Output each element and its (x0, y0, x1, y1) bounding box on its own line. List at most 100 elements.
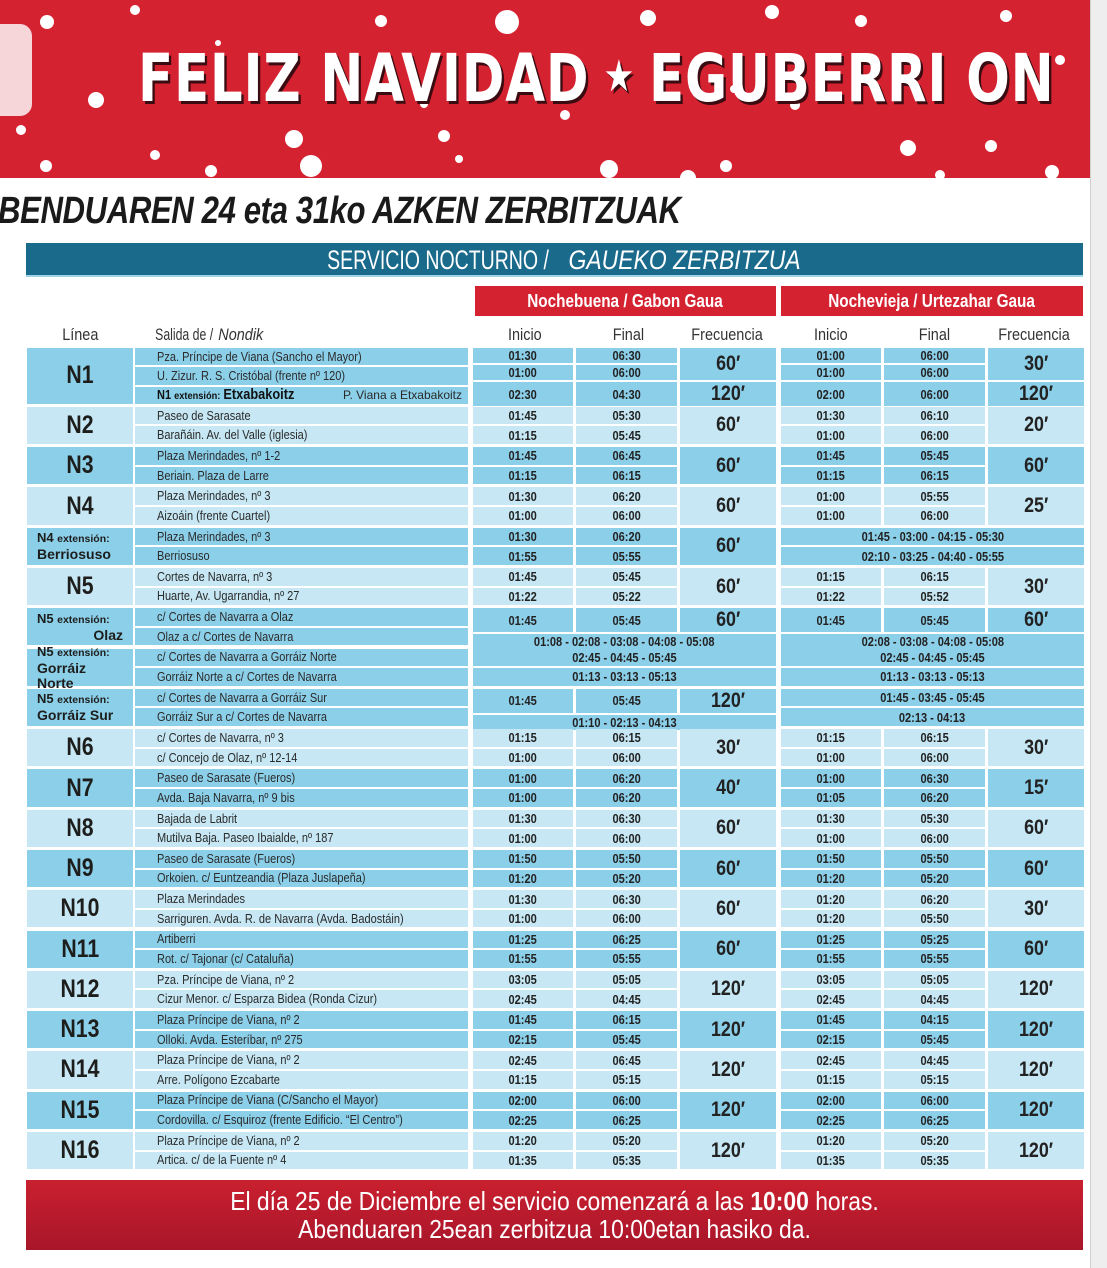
inicio-time: 01:30 (508, 811, 538, 826)
final-cell: 05:30 (576, 406, 677, 425)
origin-text-wrap: Orkoien. c/ Euntzeandia (Plaza Juslapeña… (157, 871, 366, 885)
extension-word: extensión: (57, 694, 110, 707)
final-cell: 05:35 (576, 1151, 677, 1170)
snow-dot (1000, 10, 1012, 22)
inicio-time: 02:25 (508, 1112, 538, 1128)
inicio-cell: 01:00 (473, 507, 573, 525)
inicio-time: 01:15 (816, 569, 846, 585)
origins-column: c/ Cortes de Navarra, nº 3 c/ Concejo de … (135, 729, 468, 767)
inicio-cell: 01:00 (473, 909, 573, 928)
inicio-cell: 01:45 (473, 568, 573, 586)
origin-text: Paseo de Sarasate (Fueros) (157, 771, 296, 786)
final-cell: 06:00 (884, 365, 985, 380)
line-number: N13 (60, 1015, 100, 1044)
final-cell: 05:55 (576, 547, 677, 565)
merged-times-text: 01:08 - 02:08 - 03:08 - 04:08 - 05:08 (534, 634, 715, 650)
inicio-time: 01:45 (508, 693, 538, 709)
col-frecuencia-nv: Frecuencia (998, 325, 1070, 344)
inicio-cell: 01:30 (473, 487, 573, 506)
line-number: N7 (66, 773, 94, 802)
origin-text: Rot. c/ Tajonar (c/ Cataluña) (157, 951, 294, 966)
final-time: 05:52 (920, 588, 949, 604)
inicio-cell: 02:45 (781, 1051, 881, 1069)
final-time: 06:00 (612, 750, 641, 766)
inicio-cell: 01:00 (781, 748, 881, 767)
origin-stop: Aizoáin (frente Cuartel) (135, 507, 468, 525)
star-ornament-icon: ★ (603, 51, 636, 102)
nochebuena-block: 01:45 05:45 60′ 01:08 - 02:08 - 03:08 - 04:… (473, 608, 776, 650)
final-time: 05:05 (612, 972, 641, 988)
nochevieja-block: 01:20 05:20 01:35 05:35 120′ (781, 1131, 1084, 1170)
inicio-time: 01:00 (508, 750, 538, 766)
nochebuena-block: 01:45 06:15 02:15 05:45 120′ (473, 1011, 776, 1049)
inicio-time: 01:45 (508, 1012, 538, 1028)
origin-text-wrap: Plaza Príncipe de Viana (C/Sancho el May… (157, 1093, 378, 1107)
nochevieja-block: 01:30 05:30 01:00 06:00 60′ (781, 809, 1084, 847)
origin-text-wrap: Plaza Merindades, nº 1-2 (157, 449, 280, 463)
inicio-time: 01:30 (816, 408, 846, 424)
nochebuena-block: 01:45 05:30 01:15 05:45 60′ (473, 406, 776, 445)
final-cell: 04:45 (576, 990, 677, 1009)
inicio-cell: 01:00 (781, 829, 881, 847)
origin-stop: Olaz a c/ Cortes de Navarra (135, 627, 468, 646)
final-cell: 05:45 (884, 1030, 985, 1049)
origin-stop: c/ Cortes de Navarra a Gorráiz Sur (135, 688, 468, 707)
snow-dot (790, 100, 800, 110)
merged-times-text: 02:13 - 04:13 (899, 709, 966, 725)
origin-text-wrap: c/ Cortes de Navarra a Gorráiz Sur (157, 691, 327, 705)
origin-text-wrap: U. Zizur. R. S. Cristóbal (frente nº 120… (157, 369, 345, 383)
col-frecuencia-nb: Frecuencia (691, 325, 764, 344)
inicio-cell: 01:20 (781, 869, 881, 888)
final-cell: 06:00 (884, 348, 985, 363)
final-time: 05:30 (612, 408, 641, 424)
inicio-time: 01:45 (508, 569, 538, 585)
origin-text-wrap: Artiberri (157, 932, 196, 946)
merged-times-text: 01:45 - 03:00 - 04:15 - 05:30 (861, 529, 1004, 545)
final-cell: 05:20 (884, 1131, 985, 1150)
inicio-cell: 01:20 (781, 1131, 881, 1150)
final-cell: 06:15 (884, 466, 985, 485)
nochebuena-block: 02:00 06:00 02:25 06:25 120′ (473, 1091, 776, 1129)
final-time: 05:35 (920, 1152, 949, 1168)
greeting-es: FELIZ NAVIDAD (138, 40, 590, 117)
origin-text: Artica. c/ de la Fuente nº 4 (157, 1153, 287, 1168)
inicio-cell: 01:30 (473, 527, 573, 546)
scrollbar[interactable] (1090, 0, 1107, 1268)
frequency-value: 30′ (1023, 352, 1049, 375)
snow-dot (205, 165, 217, 177)
origins-column: Plaza Príncipe de Viana, nº 2 Arre. Políg… (135, 1051, 468, 1089)
inicio-time: 01:30 (508, 348, 538, 363)
final-time: 04:45 (612, 991, 641, 1007)
nochebuena-block: 02:45 06:45 01:15 05:15 120′ (473, 1051, 776, 1089)
frequency-value: 120′ (710, 1138, 746, 1162)
final-cell: 06:00 (884, 382, 985, 406)
nochevieja-block: 01:20 06:20 01:20 05:50 30′ (781, 890, 1084, 928)
snow-dot (1055, 55, 1065, 65)
inicio-time: 02:45 (816, 1052, 846, 1068)
origin-stop: Gorráiz Norte a c/ Cortes de Navarra (135, 668, 468, 686)
final-time: 05:20 (612, 870, 641, 886)
inicio-time: 01:45 (816, 448, 846, 464)
inicio-cell: 02:00 (781, 382, 881, 406)
line-extension-label: N4 extensión: Berriosuso (37, 530, 123, 562)
final-cell: 05:55 (576, 950, 677, 968)
origin-stop: Olloki. Avda. Esteríbar, nº 275 (135, 1030, 468, 1049)
final-time: 05:50 (612, 851, 641, 867)
line-number: N8 (66, 813, 94, 842)
frequency-cell: 120′ (988, 1091, 1084, 1129)
origin-text: Huarte, Av. Ugarrandia, nº 27 (157, 589, 300, 604)
origin-stop: c/ Cortes de Navarra, nº 3 (135, 729, 468, 747)
inicio-time: 01:30 (508, 529, 538, 545)
final-cell: 05:45 (576, 426, 677, 445)
frequency-value: 120′ (710, 1017, 746, 1041)
origin-text-wrap: Paseo de Sarasate (Fueros) (157, 771, 295, 785)
extension-name: Olaz (93, 626, 123, 643)
final-cell: 06:00 (884, 1091, 985, 1110)
final-time: 05:50 (920, 911, 949, 927)
origin-text-wrap: Gorráiz Sur a c/ Cortes de Navarra (157, 710, 327, 724)
ext-line: N1 (157, 388, 172, 403)
final-cell: 05:05 (884, 970, 985, 989)
inicio-time: 01:45 (508, 408, 538, 424)
line-number: N11 (61, 934, 99, 963)
line-number: N15 (60, 1095, 100, 1124)
